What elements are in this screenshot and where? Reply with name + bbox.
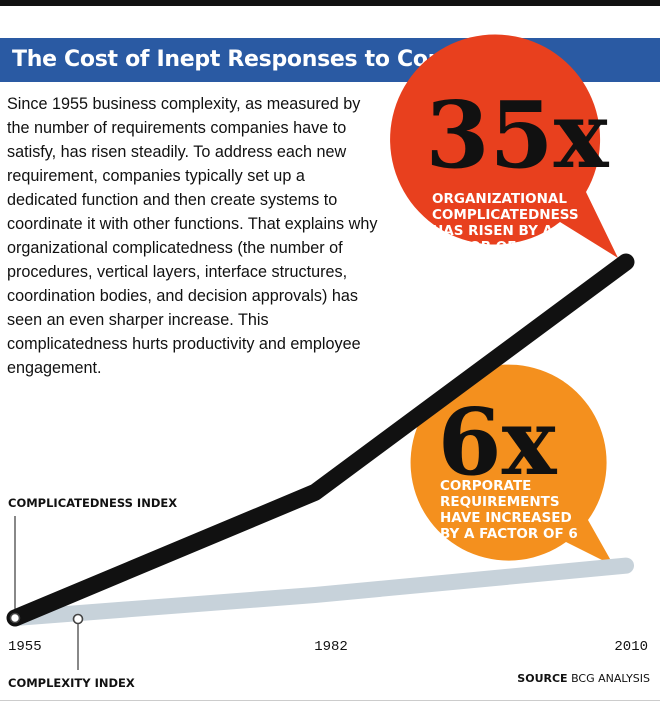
series-label-complexity: COMPLEXITY INDEX: [8, 676, 135, 690]
source-note: SOURCE BCG ANALYSIS: [517, 672, 650, 685]
x-tick-label-1982: 1982: [314, 639, 348, 655]
x-tick-label-1955: 1955: [8, 639, 42, 655]
series-label-complicatedness: COMPLICATEDNESS INDEX: [8, 496, 177, 510]
callout-complicatedness: 35x ORGANIZATIONAL COMPLICATEDNESS HAS R…: [390, 34, 618, 258]
x-tick-label-2010: 2010: [614, 639, 648, 655]
callout-line-complicatedness-4: FACTOR OF 35: [432, 239, 540, 255]
callout-line-complicatedness-3: HAS RISEN BY A: [432, 223, 554, 239]
callout-line-complicatedness-1: ORGANIZATIONAL: [432, 191, 567, 207]
bottom-rule: [0, 700, 660, 701]
callout-line-complexity-1: CORPORATE: [440, 478, 531, 494]
callout-complexity: 6x CORPORATE REQUIREMENTS HAVE INCREASED…: [410, 364, 614, 566]
callout-bubble-complicatedness: [390, 34, 618, 258]
series-line-complicatedness: [6, 253, 635, 627]
top-rule: [0, 0, 660, 6]
callout-line-complexity-4: BY A FACTOR OF 6: [440, 526, 578, 542]
callout-line-complexity-3: HAVE INCREASED: [440, 510, 572, 526]
callout-big-complicatedness: 35x: [426, 81, 610, 189]
callout-big-complexity: 6x: [438, 388, 558, 496]
source-label: SOURCE: [517, 672, 568, 685]
source-text: BCG ANALYSIS: [571, 672, 650, 685]
callout-line-complexity-2: REQUIREMENTS: [440, 494, 560, 510]
callout-bubble-complexity: [410, 364, 614, 566]
callout-line-complicatedness-2: COMPLICATEDNESS: [432, 207, 579, 223]
intro-paragraph: Since 1955 business complexity, as measu…: [7, 95, 378, 377]
series-line-complexity: [7, 557, 634, 626]
marker-complicatedness-start: [9, 612, 21, 624]
marker-complexity: [72, 613, 84, 625]
